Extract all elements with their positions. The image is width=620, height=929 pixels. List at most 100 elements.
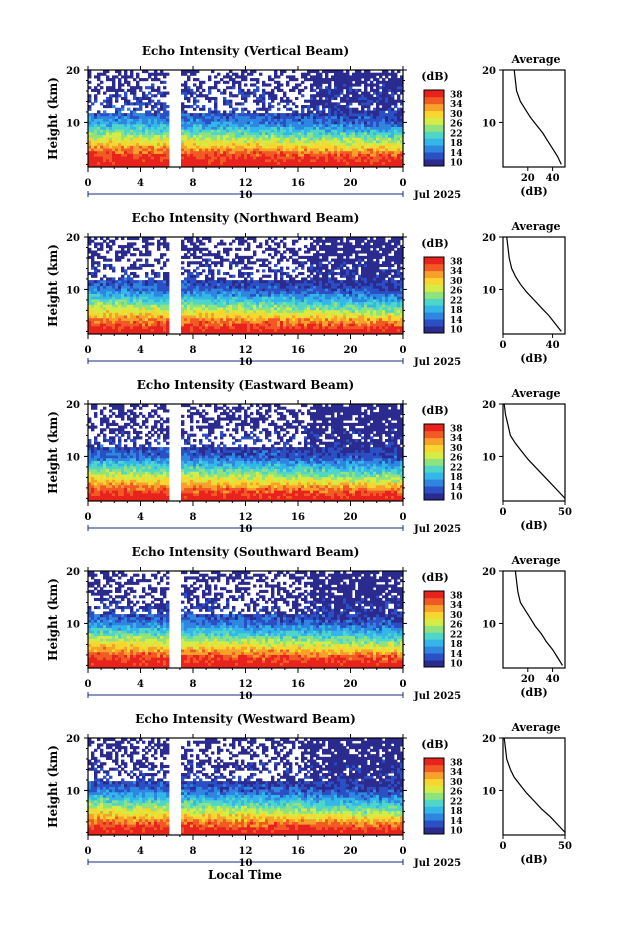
heatmap-cell — [310, 309, 314, 313]
heatmap-cell — [181, 145, 185, 149]
heatmap-cell — [217, 328, 221, 332]
heatmap-cell — [391, 134, 395, 138]
heatmap-cell — [376, 83, 380, 87]
heatmap-cell — [97, 158, 101, 163]
heatmap-cell — [160, 315, 164, 319]
heatmap-cell — [133, 261, 137, 265]
heatmap-cell — [337, 123, 341, 127]
heatmap-cell — [163, 285, 167, 289]
heatmap-cell — [277, 258, 281, 262]
heatmap-cell — [184, 148, 188, 152]
heatmap-cell — [106, 307, 110, 311]
heatmap-cell — [166, 131, 170, 136]
heatmap-cell — [115, 255, 119, 259]
heatmap-cell — [376, 72, 380, 76]
heatmap-cell — [310, 148, 314, 152]
heatmap-cell — [214, 317, 218, 321]
heatmap-cell — [235, 94, 239, 98]
heatmap-cell — [265, 258, 269, 262]
heatmap-cell — [211, 140, 215, 144]
heatmap-cell — [373, 75, 377, 79]
heatmap-cell — [382, 118, 386, 122]
heatmap-cell — [358, 78, 362, 82]
heatmap-cell — [145, 129, 149, 133]
heatmap-cell — [337, 140, 341, 144]
heatmap-cell — [352, 78, 356, 82]
heatmap-cell — [235, 126, 239, 130]
heatmap-cell — [301, 301, 305, 305]
heatmap-cell — [244, 315, 248, 319]
heatmap-cell — [109, 150, 113, 154]
heatmap-cell — [136, 113, 140, 117]
heatmap-cell — [400, 110, 404, 114]
heatmap-cell — [244, 323, 248, 327]
heatmap-cell — [229, 307, 233, 311]
heatmap-cell — [340, 131, 344, 136]
heatmap-cell — [340, 134, 344, 138]
heatmap-cell — [310, 317, 314, 321]
heatmap-cell — [364, 126, 368, 130]
heatmap-cell — [136, 107, 140, 111]
heatmap-cell — [397, 86, 401, 90]
heatmap-cell — [292, 145, 296, 149]
heatmap-cell — [262, 94, 266, 98]
heatmap-cell — [205, 137, 209, 141]
heatmap-cell — [229, 274, 233, 278]
heatmap-cell — [253, 91, 257, 95]
heatmap-cell — [106, 86, 110, 90]
heatmap-cell — [280, 83, 284, 87]
heatmap-cell — [133, 309, 137, 313]
heatmap-cell — [376, 134, 380, 138]
heatmap-cell — [280, 274, 284, 278]
heatmap-cell — [400, 145, 404, 149]
heatmap-cell — [304, 140, 308, 144]
heatmap-cell — [316, 75, 320, 79]
heatmap-cell — [187, 134, 191, 138]
heatmap-cell — [139, 129, 143, 133]
heatmap-cell — [127, 115, 131, 119]
heatmap-cell — [130, 131, 134, 136]
heatmap-cell — [181, 315, 185, 319]
heatmap-cell — [253, 131, 257, 136]
heatmap-cell — [262, 123, 266, 127]
heatmap-cell — [304, 86, 308, 90]
heatmap-cell — [247, 237, 251, 241]
heatmap-cell — [229, 315, 233, 319]
heatmap-cell — [271, 94, 275, 98]
heatmap-cell — [97, 323, 101, 327]
heatmap-cell — [184, 325, 188, 330]
heatmap-cell — [334, 94, 338, 98]
heatmap-cell — [283, 315, 287, 319]
heatmap-cell — [127, 309, 131, 313]
heatmap-cell — [247, 255, 251, 259]
heatmap-cell — [304, 72, 308, 76]
heatmap-cell — [283, 113, 287, 117]
heatmap-cell — [280, 325, 284, 330]
heatmap-cell — [148, 126, 152, 130]
heatmap-cell — [139, 105, 143, 109]
heatmap-cell — [109, 88, 113, 92]
heatmap-cell — [157, 121, 161, 125]
heatmap-cell — [124, 272, 128, 276]
heatmap-cell — [373, 99, 377, 103]
heatmap-cell — [292, 258, 296, 262]
heatmap-cell — [340, 148, 344, 152]
heatmap-cell — [352, 94, 356, 98]
heatmap-cell — [346, 110, 350, 114]
heatmap-cell — [154, 315, 158, 319]
heatmap-cell — [289, 247, 293, 251]
heatmap-cell — [205, 129, 209, 133]
heatmap-cell — [331, 158, 335, 163]
heatmap-cell — [193, 158, 197, 163]
heatmap-cell — [205, 161, 209, 165]
heatmap-cell — [154, 272, 158, 276]
heatmap-cell — [259, 312, 263, 316]
heatmap-cell — [307, 161, 311, 165]
heatmap-cell — [283, 307, 287, 311]
heatmap-cell — [103, 274, 107, 278]
heatmap-cell — [127, 88, 131, 92]
heatmap-cell — [160, 70, 164, 74]
heatmap-cell — [223, 126, 227, 130]
heatmap-cell — [112, 242, 116, 246]
heatmap-cell — [235, 156, 239, 160]
